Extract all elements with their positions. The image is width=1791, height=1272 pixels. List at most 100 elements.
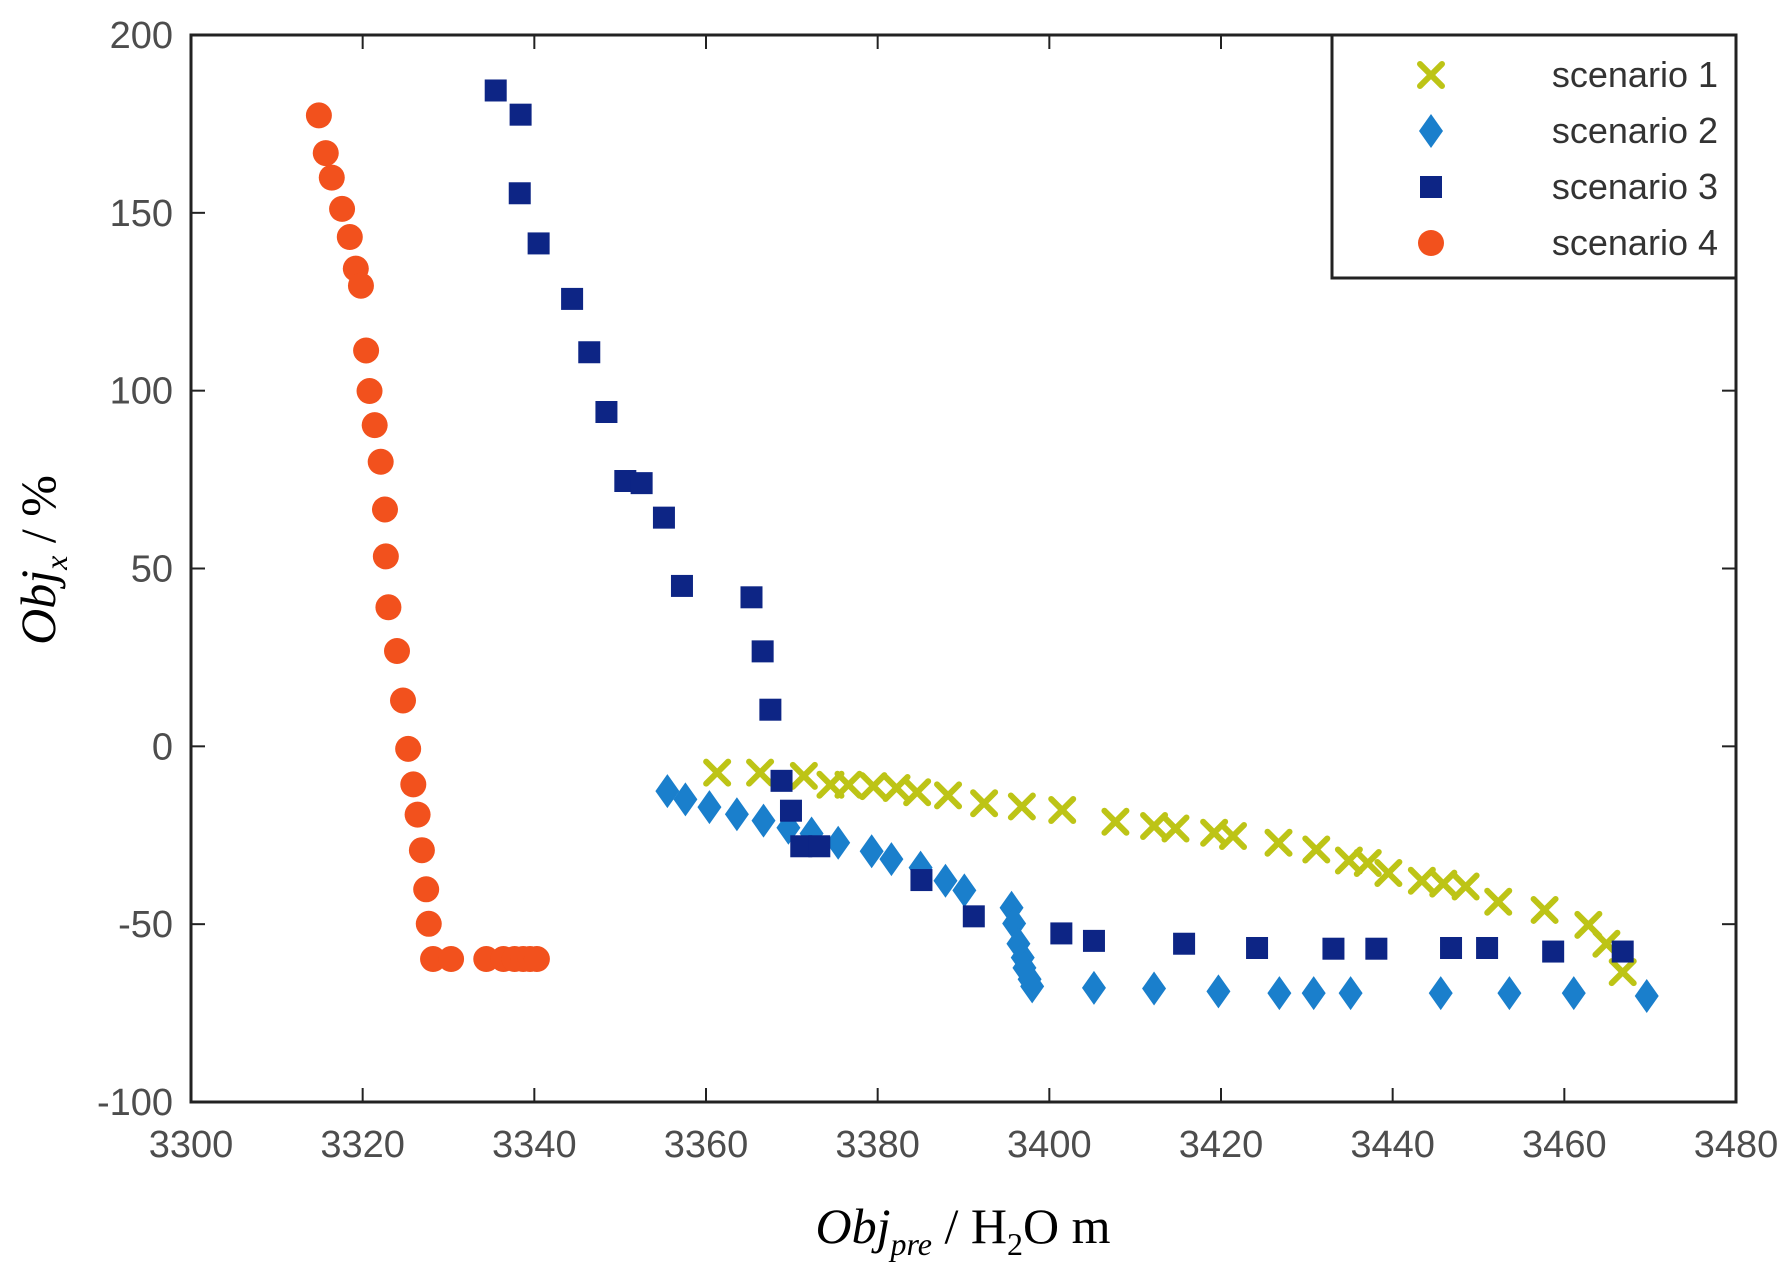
y-tick-label: 0 [152,726,173,768]
data-point [790,835,813,858]
data-point [595,401,618,424]
data-point [903,778,932,807]
data-point [508,182,531,205]
data-point [751,803,776,838]
data-point [746,758,775,787]
data-point [404,801,431,828]
y-tick-label: 50 [131,549,173,591]
data-point [655,774,680,809]
data-point [1301,976,1326,1011]
legend-marker-scenario-3 [1420,176,1442,198]
legend: scenario 1 scenario 2 scenario 3 scenari… [1330,33,1738,280]
data-point [1497,976,1522,1011]
data-point [1219,821,1248,850]
data-point [1428,976,1453,1011]
data-point [1081,970,1106,1005]
data-point [384,638,410,665]
data-point [375,594,402,621]
x-tick-label: 3480 [1694,1124,1779,1166]
data-point [420,946,447,973]
data-point [509,103,532,126]
x-tick-label: 3320 [320,1124,405,1166]
data-point [1322,937,1345,960]
data-point [408,837,435,864]
data-point [1140,812,1169,841]
data-point [1002,906,1027,941]
data-point [808,835,831,858]
data-point [1020,969,1045,1004]
data-point [1407,866,1436,895]
data-point [826,825,851,860]
y-axis-title: Objx / % [10,475,74,645]
data-point [372,543,399,570]
x-tick-label: 3300 [149,1124,234,1166]
data-point [1365,937,1388,960]
x-tick-label: 3440 [1350,1124,1435,1166]
data-point [1267,976,1292,1011]
x-tick-label: 3420 [1179,1124,1264,1166]
data-point [1142,971,1167,1006]
legend-markers [1417,61,1445,256]
legend-label-scenario-3: scenario 3 [1552,166,1718,207]
data-point [910,869,933,892]
data-point [970,789,999,818]
data-point [527,232,550,255]
data-point [859,834,884,869]
data-point [933,863,958,898]
data-point [1440,936,1463,959]
y-tick-label: -50 [118,904,173,946]
data-point [1338,976,1363,1011]
data-point [367,448,394,475]
x-tick-label: 3460 [1522,1124,1607,1166]
data-point [952,873,977,908]
data-point [1561,976,1586,1011]
data-point [400,771,427,798]
data-point [724,797,749,832]
series-scenario-4 [305,102,550,973]
data-point [484,79,507,102]
data-point [703,758,732,787]
data-point [1161,814,1190,843]
y-tick-label: 100 [110,371,173,413]
data-point [371,496,398,523]
data-point [1429,869,1458,898]
data-point [697,790,722,825]
data-point [413,876,440,903]
data-marks [305,79,1659,1014]
y-tick-label: -100 [97,1082,173,1124]
legend-marker-scenario-1 [1417,61,1445,89]
x-axis-title: Objpre / H2O m [816,1198,1111,1262]
data-point [578,341,601,364]
data-point [740,586,763,609]
tick-labels: 3300 3320 3340 3360 3380 3400 3420 3440 3460 3480… [97,15,1778,1166]
data-point [438,946,465,973]
data-point [1451,872,1480,901]
data-point [759,698,782,721]
data-point [356,378,383,405]
legend-marker-scenario-2 [1419,114,1443,148]
legend-label-scenario-4: scenario 4 [1552,222,1718,263]
legend-label-scenario-2: scenario 2 [1552,110,1718,151]
legend-marker-scenario-4 [1418,230,1444,256]
data-point [1476,936,1499,959]
data-point [1082,929,1105,952]
x-tick-label: 3380 [835,1124,920,1166]
data-point [1101,807,1130,836]
data-point [312,140,339,167]
legend-box [1330,33,1738,280]
x-tick-label: 3340 [492,1124,577,1166]
data-point [834,770,863,799]
series-scenario-3 [484,79,1634,963]
data-point [751,640,774,663]
data-point [1007,792,1036,821]
series-scenario-1 [703,758,1637,987]
data-point [1206,974,1231,1009]
data-point [1353,848,1382,877]
data-point [670,574,693,597]
data-point [347,272,374,299]
series-scenario-2 [655,774,1659,1014]
data-point [789,761,818,790]
data-point [305,102,332,129]
data-point [962,905,985,928]
data-point [1246,936,1269,959]
